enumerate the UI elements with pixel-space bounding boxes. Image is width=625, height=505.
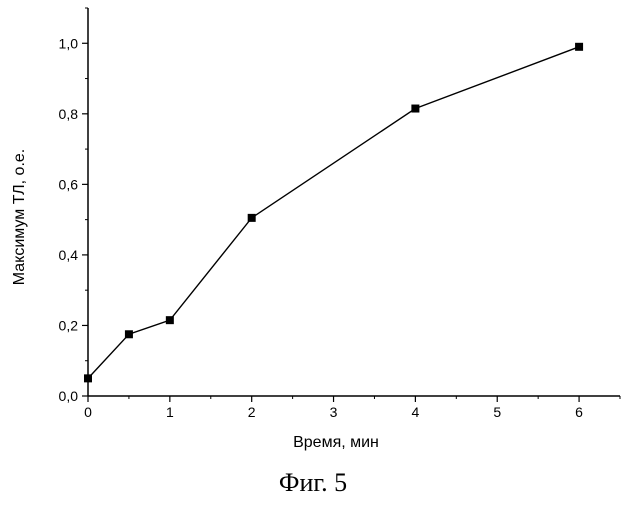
data-point <box>411 105 419 113</box>
x-tick-label: 0 <box>84 404 92 420</box>
data-series <box>84 43 583 383</box>
x-axis-title: Время, мин <box>293 434 379 451</box>
y-tick-label: 0,0 <box>59 388 79 404</box>
figure-caption: Фиг. 5 <box>279 468 347 497</box>
x-tick-label: 2 <box>248 404 256 420</box>
y-axis-title: Максимум ТЛ, о.е. <box>11 149 28 285</box>
x-tick-label: 3 <box>330 404 338 420</box>
axes <box>88 8 620 396</box>
data-point <box>84 374 92 382</box>
y-tick-label: 0,4 <box>59 247 79 263</box>
y-tick-label: 0,8 <box>59 106 79 122</box>
y-tick-label: 0,2 <box>59 317 79 333</box>
data-point <box>575 43 583 51</box>
y-tick-label: 1,0 <box>59 35 79 51</box>
x-tick-label: 1 <box>166 404 174 420</box>
data-point <box>248 214 256 222</box>
series-line <box>88 47 579 379</box>
data-point <box>166 316 174 324</box>
y-tick-label: 0,6 <box>59 176 79 192</box>
data-point <box>125 330 133 338</box>
x-tick-label: 5 <box>493 404 501 420</box>
ticks: 0 1 2 3 4 5 6 0,0 0,2 0,4 0,6 0,8 1,0 <box>59 8 620 420</box>
x-tick-label: 6 <box>575 404 583 420</box>
x-tick-label: 4 <box>411 404 419 420</box>
